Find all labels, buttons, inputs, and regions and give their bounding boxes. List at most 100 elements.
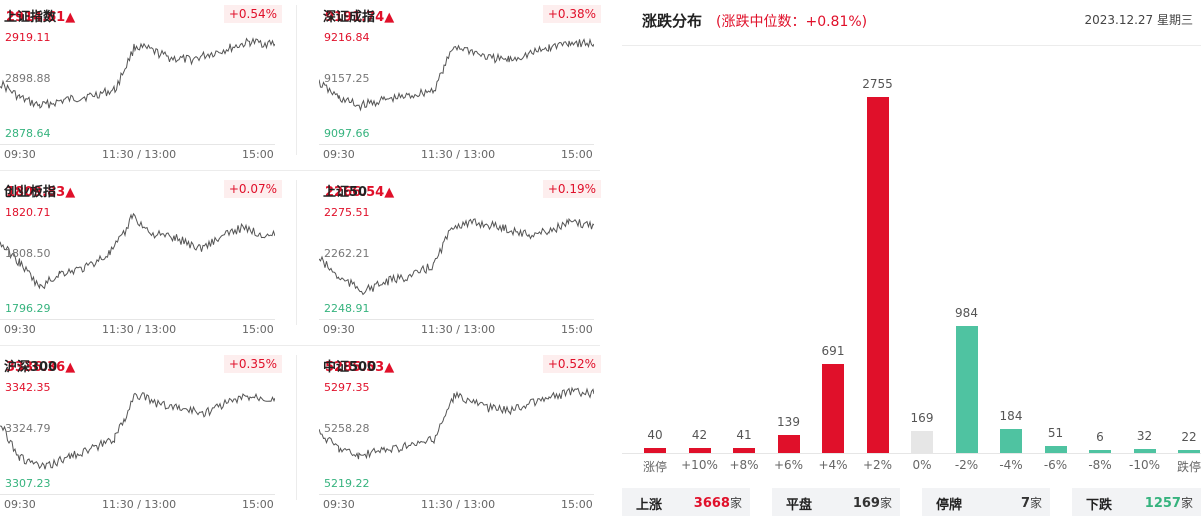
stat-value-wrap: 1257家 xyxy=(1145,494,1193,511)
bar-value-label: 22 xyxy=(1181,430,1197,444)
stat-advancers: 上涨 3668家 xyxy=(622,488,750,516)
index-name: 深证成指 xyxy=(323,10,376,25)
index-high: 5297.35 xyxy=(324,381,370,394)
index-price: 5285.53▲ xyxy=(325,360,395,375)
time-open: 09:30 xyxy=(4,498,36,511)
bar-category-label: -8% xyxy=(1088,458,1112,472)
time-close: 15:00 xyxy=(242,323,274,336)
price-line xyxy=(0,392,275,470)
stat-value-wrap: 7家 xyxy=(1021,494,1042,511)
distribution-bar[interactable] xyxy=(1089,450,1111,453)
stat-decliners: 下跌 1257家 xyxy=(1072,488,1201,516)
index-panel-chinext[interactable]: 创业板指 1809.83▲ +0.07% 1820.71 1808.50 1796.29 0… xyxy=(0,175,288,336)
index-high: 2275.51 xyxy=(324,206,370,219)
time-midday: 11:30 / 13:00 xyxy=(421,323,496,336)
time-axis xyxy=(319,144,594,145)
stat-value: 1257 xyxy=(1144,496,1181,511)
stat-label: 停牌 xyxy=(936,498,963,513)
time-close: 15:00 xyxy=(242,148,274,161)
bar-value-label: 184 xyxy=(999,409,1023,423)
distribution-title: 涨跌分布 xyxy=(642,12,703,30)
price-line xyxy=(319,386,594,460)
index-low: 9097.66 xyxy=(324,127,370,140)
stat-label: 下跌 xyxy=(1086,498,1113,513)
bar-category-label: +6% xyxy=(773,458,804,472)
stat-unit: 家 xyxy=(1029,496,1042,510)
index-low: 3307.23 xyxy=(5,477,51,490)
intraday-line-chart xyxy=(0,392,275,470)
index-change: +0.19% xyxy=(542,180,601,198)
distribution-bar[interactable] xyxy=(688,448,711,453)
index-name: 沪深300 xyxy=(4,360,58,375)
index-panel-szse-component[interactable]: 深证成指 9191.74▲ +0.38% 9216.84 9157.25 9097.66 0… xyxy=(319,0,607,161)
distribution-bar[interactable] xyxy=(822,364,844,453)
index-header: 中证500 5285.53▲ +0.52% xyxy=(319,355,607,376)
row-divider xyxy=(0,170,600,171)
time-close: 15:00 xyxy=(561,498,593,511)
index-price: 3336.36▲ xyxy=(6,360,76,375)
price-line xyxy=(0,37,275,109)
bar-category-label: +8% xyxy=(729,458,759,472)
distribution-bar[interactable] xyxy=(777,435,800,453)
index-low: 1796.29 xyxy=(5,302,51,315)
index-panel-sse-composite[interactable]: 上证指数 2914.61▲ +0.54% 2919.11 2898.88 2878.64 0… xyxy=(0,0,288,161)
distribution-bar[interactable] xyxy=(733,448,755,453)
intraday-line-chart xyxy=(319,37,594,112)
intraday-line-chart xyxy=(319,386,594,460)
index-panel-csi-500[interactable]: 中证500 5285.53▲ +0.52% 5297.35 5258.28 5219.22… xyxy=(319,350,607,511)
distribution-bar[interactable] xyxy=(866,97,889,453)
time-midday: 11:30 / 13:00 xyxy=(421,148,496,161)
index-name: 中证500 xyxy=(323,360,377,375)
time-axis xyxy=(319,494,594,495)
index-high: 3342.35 xyxy=(5,381,51,394)
time-close: 15:00 xyxy=(242,498,274,511)
index-panel-sse-50[interactable]: 上证50 2266.54▲ +0.19% 2275.51 2262.21 2248.91 0… xyxy=(319,175,607,336)
time-midday: 11:30 / 13:00 xyxy=(102,148,177,161)
distribution-bar[interactable] xyxy=(1044,446,1067,453)
distribution-bar[interactable] xyxy=(955,326,978,453)
index-high: 9216.84 xyxy=(324,31,370,44)
index-change: +0.07% xyxy=(223,180,282,198)
bar-category-label: -6% xyxy=(1043,458,1068,472)
bar-value-label: 42 xyxy=(691,428,708,442)
index-price: 1809.83▲ xyxy=(6,185,76,200)
time-open: 09:30 xyxy=(323,323,355,336)
bar-value-label: 6 xyxy=(1096,430,1104,444)
bar-category-label: -4% xyxy=(999,458,1023,472)
index-change: +0.38% xyxy=(542,5,601,23)
price-line xyxy=(0,212,275,290)
column-divider xyxy=(296,180,297,325)
index-change: +0.52% xyxy=(542,355,601,373)
index-low: 5219.22 xyxy=(324,477,370,490)
index-panel-csi-300[interactable]: 沪深300 3336.36▲ +0.35% 3342.35 3324.79 3307.23… xyxy=(0,350,288,511)
distribution-bar[interactable] xyxy=(1000,429,1022,453)
row-divider xyxy=(0,345,600,346)
time-open: 09:30 xyxy=(323,498,355,511)
distribution-bar[interactable] xyxy=(1133,449,1156,453)
time-midday: 11:30 / 13:00 xyxy=(102,323,177,336)
index-prev-close: 5258.28 xyxy=(324,422,370,435)
index-high: 2919.11 xyxy=(5,31,51,44)
index-prev-close: 9157.25 xyxy=(324,72,370,85)
distribution-bar[interactable] xyxy=(1178,450,1200,453)
time-close: 15:00 xyxy=(561,148,593,161)
price-line xyxy=(319,217,594,296)
price-line xyxy=(319,37,594,112)
time-open: 09:30 xyxy=(323,148,355,161)
time-open: 09:30 xyxy=(4,148,36,161)
distribution-panel: 涨跌分布 (涨跌中位数：+0.81%) 2023.12.27 星期三 40 涨停 4… xyxy=(622,0,1201,519)
bar-category-label: -10% xyxy=(1128,458,1160,472)
stat-suspended: 停牌 7家 xyxy=(922,488,1050,516)
intraday-line-chart xyxy=(319,217,594,296)
intraday-line-chart xyxy=(0,37,275,109)
distribution-bar[interactable] xyxy=(644,448,666,453)
index-prev-close: 1808.50 xyxy=(5,247,51,260)
chart-baseline xyxy=(622,453,1201,454)
stat-value-wrap: 169家 xyxy=(853,494,892,511)
stat-label: 上涨 xyxy=(636,498,663,513)
distribution-bar[interactable] xyxy=(911,431,933,453)
bar-category-label: 跌停 xyxy=(1176,460,1201,474)
index-prev-close: 2262.21 xyxy=(324,247,370,260)
index-name: 上证50 xyxy=(323,185,368,200)
intraday-line-chart xyxy=(0,212,275,290)
